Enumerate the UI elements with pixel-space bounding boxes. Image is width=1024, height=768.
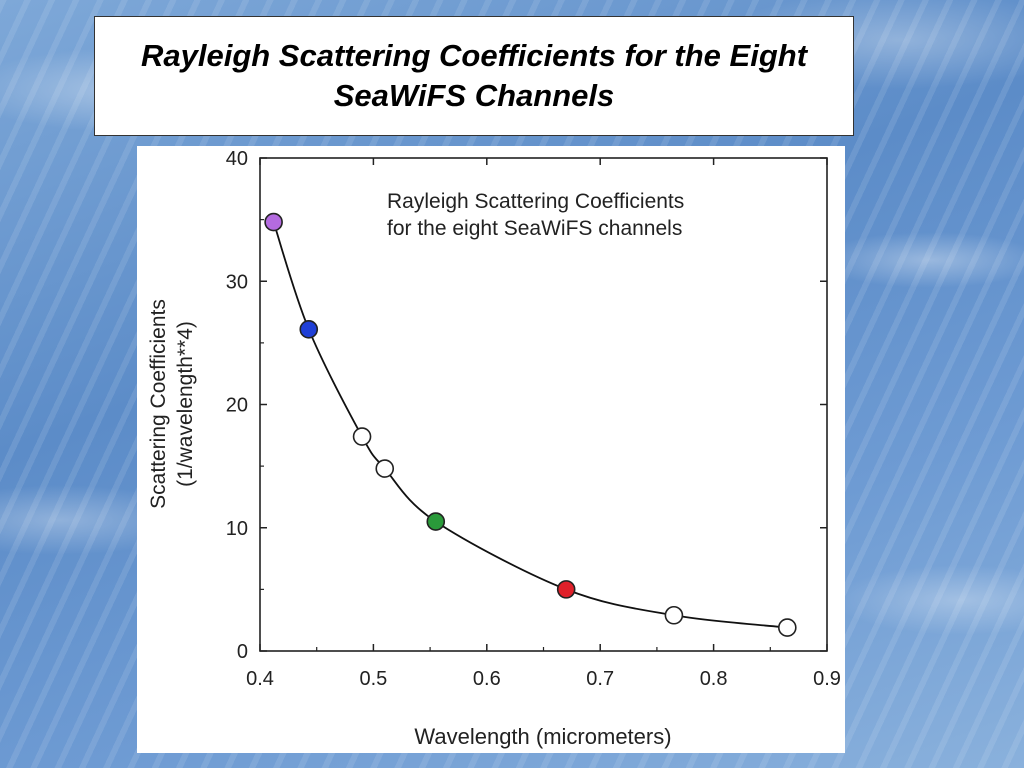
chart-title-line: Rayleigh Scattering Coefficients [387, 190, 684, 213]
series-line [272, 221, 788, 629]
y-axis-ticks: 0 10 20 30 40 [226, 148, 827, 663]
x-tick-label: 0.6 [473, 668, 501, 690]
data-points [264, 212, 797, 637]
x-tick-label: 0.7 [586, 668, 614, 690]
scatter-coefficients-chart: 0.4 0.5 0.6 0.7 0.8 0.9 0 10 20 30 40 Rayleigh Sc… [147, 148, 841, 749]
y-axis-label-line: Scattering Coefficients [147, 299, 170, 509]
x-tick-label: 0.5 [359, 668, 387, 690]
y-tick-label: 10 [226, 518, 248, 540]
y-tick-label: 20 [226, 395, 248, 417]
x-axis-label: Wavelength (micrometers) [414, 724, 671, 749]
y-tick-label: 40 [226, 148, 248, 170]
y-tick-label: 30 [226, 271, 248, 293]
x-axis-ticks: 0.4 0.5 0.6 0.7 0.8 0.9 [246, 158, 841, 690]
chart-panel: 0.4 0.5 0.6 0.7 0.8 0.9 0 10 20 30 40 Rayleigh Sc… [137, 146, 845, 753]
data-point [426, 512, 446, 531]
slide-title-box: Rayleigh Scattering Coefficients for the… [94, 16, 854, 136]
data-point [264, 212, 283, 232]
slide-title: Rayleigh Scattering Coefficients for the… [140, 38, 808, 113]
data-point [375, 459, 395, 478]
chart-title: Rayleigh Scattering Coefficients for the … [387, 190, 684, 240]
x-tick-label: 0.4 [246, 668, 274, 690]
y-tick-label: 0 [237, 641, 248, 663]
y-axis-label: Scattering Coefficients (1/wavelength**4) [147, 299, 197, 509]
data-point [778, 618, 797, 637]
data-point [556, 580, 576, 599]
y-axis-label-line: (1/wavelength**4) [174, 321, 197, 487]
data-point [299, 320, 319, 339]
x-tick-label: 0.9 [813, 668, 841, 690]
data-point [664, 605, 684, 625]
chart-title-line: for the eight SeaWiFS channels [387, 217, 682, 240]
x-tick-label: 0.8 [700, 668, 728, 690]
data-point [352, 427, 372, 446]
